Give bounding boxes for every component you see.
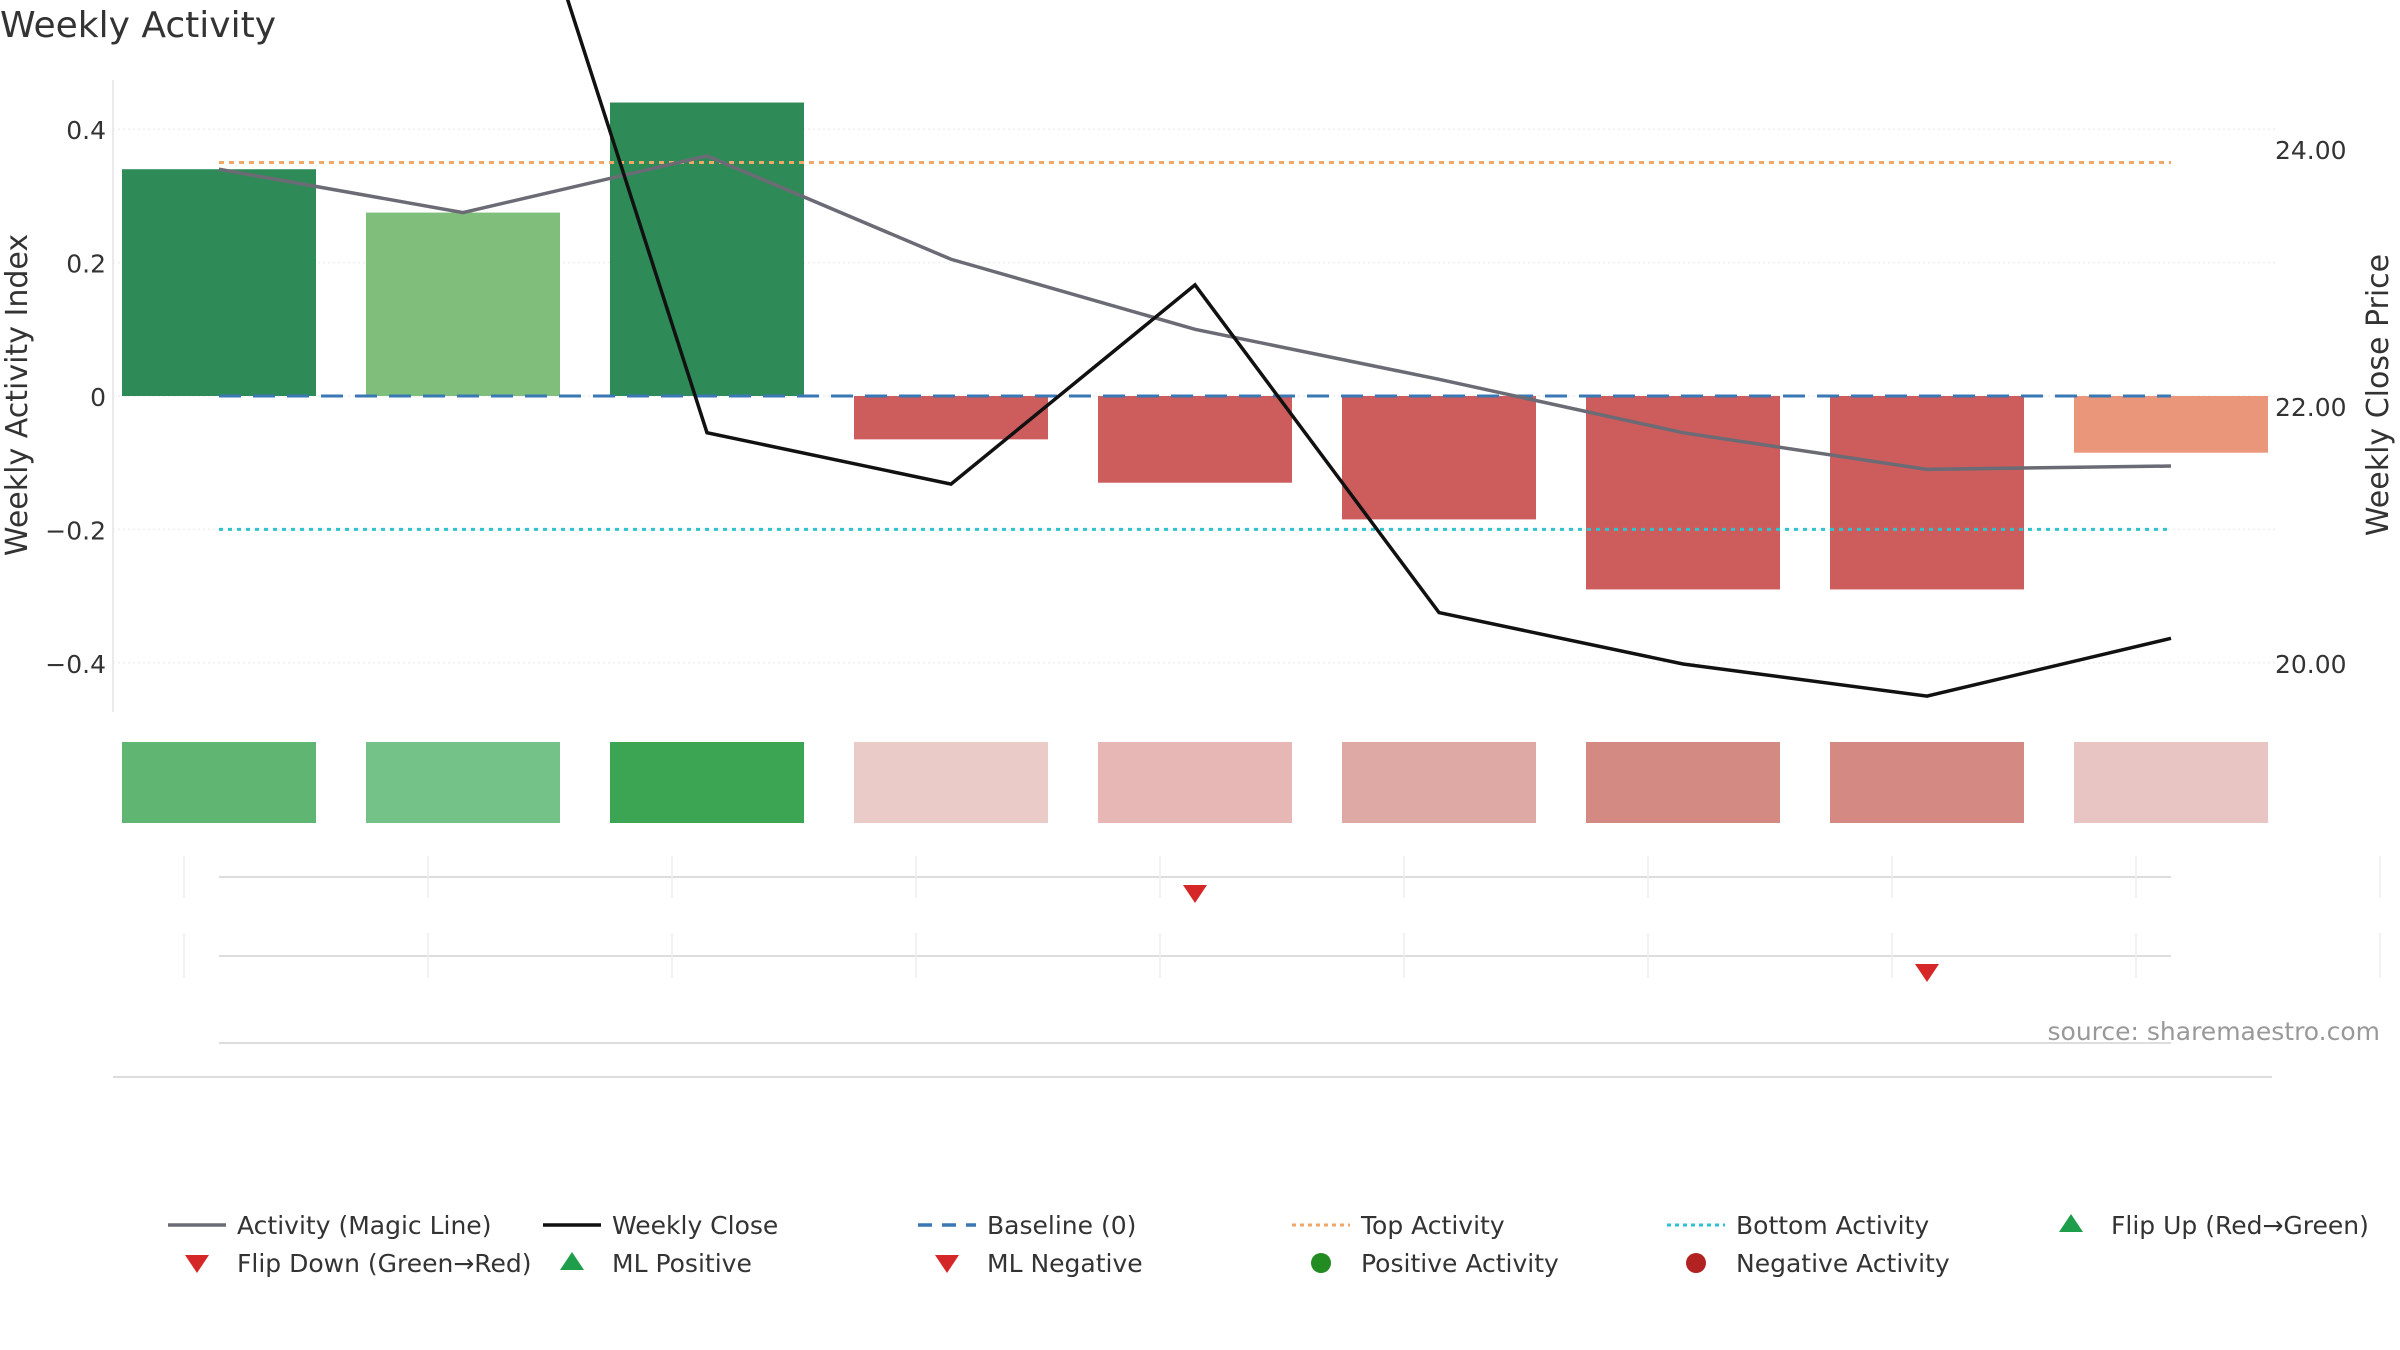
activity-bar xyxy=(610,102,804,397)
legend-label: Positive Activity xyxy=(1361,1249,1559,1278)
legend-item-magic: Activity (Magic Line) xyxy=(168,1211,491,1240)
y-tick-label-left: −0.2 xyxy=(45,516,106,545)
legend-item-bottom: Bottom Activity xyxy=(1667,1211,1929,1240)
legend-label: Activity (Magic Line) xyxy=(237,1211,491,1240)
legend-swatch xyxy=(1311,1253,1331,1273)
legend-label: Baseline (0) xyxy=(987,1211,1136,1240)
magic-line-series xyxy=(218,154,2172,472)
heat-strip-cell xyxy=(1830,742,2024,823)
y-tick-label-right: 22.00 xyxy=(2275,393,2347,422)
legend-item-ml-pos: ML Positive xyxy=(560,1249,752,1278)
legend-swatch xyxy=(1686,1253,1706,1273)
activity-bar xyxy=(1586,396,1780,590)
legend-label: Bottom Activity xyxy=(1736,1211,1929,1240)
legend-label: Flip Up (Red→Green) xyxy=(2111,1211,2369,1240)
activity-bar xyxy=(122,169,316,396)
activity-bar xyxy=(1830,396,2024,590)
y-tick-label-left: 0.4 xyxy=(66,116,106,145)
legend-swatch xyxy=(2059,1214,2083,1232)
legend-item-flip-down: Flip Down (Green→Red) xyxy=(185,1249,532,1278)
legend-label: Weekly Close xyxy=(612,1211,778,1240)
legend-item-ml-neg: ML Negative xyxy=(935,1249,1143,1278)
legend-label: Top Activity xyxy=(1360,1211,1505,1240)
heat-strip-cell xyxy=(1342,742,1536,823)
y-axis-label-left: Weekly Activity Index xyxy=(0,234,35,556)
y-tick-label-right: 24.00 xyxy=(2275,136,2347,165)
legend-swatch xyxy=(185,1255,209,1273)
legend-item-pos: Positive Activity xyxy=(1311,1249,1559,1278)
legend-item-close: Weekly Close xyxy=(543,1211,778,1240)
legend-item-neg: Negative Activity xyxy=(1686,1249,1950,1278)
heat-strip-cell xyxy=(1098,742,1292,823)
legend-swatch xyxy=(560,1252,584,1270)
heat-strip-cell xyxy=(1586,742,1780,823)
flip-down-marker xyxy=(1915,964,1939,982)
weekly-close-series xyxy=(565,0,2172,698)
legend-item-baseline: Baseline (0) xyxy=(918,1211,1136,1240)
y-tick-label-left: −0.4 xyxy=(45,650,106,679)
activity-bar xyxy=(2074,396,2268,453)
legend-item-top: Top Activity xyxy=(1292,1211,1505,1240)
heat-strip-cell xyxy=(122,742,316,823)
legend-label: Flip Down (Green→Red) xyxy=(237,1249,532,1278)
activity-bar xyxy=(854,396,1048,440)
legend-label: ML Negative xyxy=(987,1249,1143,1278)
y-tick-label-right: 20.00 xyxy=(2275,650,2347,679)
flip-down-marker xyxy=(1183,885,1207,903)
y-tick-label-left: 0 xyxy=(90,383,106,412)
activity-bar xyxy=(1098,396,1292,483)
source-note: source: sharemaestro.com xyxy=(2048,1017,2381,1046)
heat-strip-cell xyxy=(2074,742,2268,823)
legend-label: ML Positive xyxy=(612,1249,752,1278)
y-tick-label-left: 0.2 xyxy=(66,250,106,279)
legend-swatch xyxy=(935,1255,959,1273)
activity-bar xyxy=(366,212,560,396)
legend-item-flip-up: Flip Up (Red→Green) xyxy=(2059,1211,2369,1240)
legend-label: Negative Activity xyxy=(1736,1249,1950,1278)
y-axis-label-right: Weekly Close Price xyxy=(2361,254,2396,536)
chart-title: Weekly Activity xyxy=(0,5,276,46)
heat-strip-cell xyxy=(854,742,1048,823)
activity-bar xyxy=(1342,396,1536,520)
heat-strip-cell xyxy=(366,742,560,823)
heat-strip-cell xyxy=(610,742,804,823)
